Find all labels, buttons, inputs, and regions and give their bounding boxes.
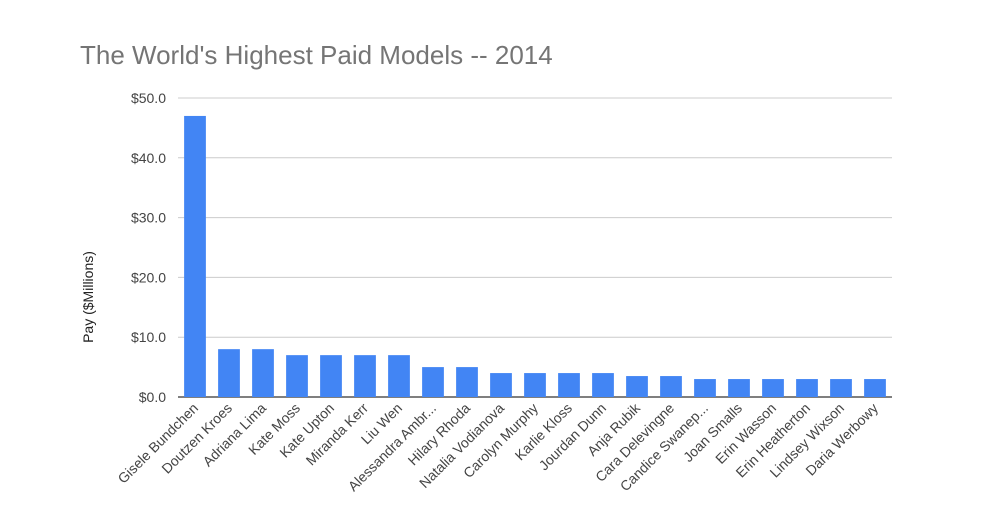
y-tick-label: $40.0 — [131, 150, 166, 166]
bar — [830, 379, 852, 397]
y-tick-label: $30.0 — [131, 210, 166, 226]
y-tick-label: $20.0 — [131, 269, 166, 285]
bar — [626, 376, 648, 397]
y-axis-ticks: $0.0 $10.0 $20.0 $30.0 $40.0 $50.0 — [131, 90, 166, 405]
chart-title: The World's Highest Paid Models -- 2014 — [80, 40, 553, 70]
y-tick-label: $10.0 — [131, 329, 166, 345]
bar — [218, 349, 240, 397]
bar — [796, 379, 818, 397]
bar — [388, 355, 410, 397]
bar — [864, 379, 886, 397]
y-axis-title: Pay ($Millions) — [80, 251, 96, 343]
bar — [354, 355, 376, 397]
gridlines — [178, 97, 892, 398]
bar — [286, 355, 308, 397]
bar — [660, 376, 682, 397]
bar — [422, 367, 444, 397]
bar — [728, 379, 750, 397]
bar — [694, 379, 716, 397]
y-tick-label: $0.0 — [139, 389, 166, 405]
bar — [320, 355, 342, 397]
bar — [184, 115, 206, 397]
bar — [762, 379, 784, 397]
bar — [592, 373, 614, 397]
bars — [184, 115, 886, 397]
y-tick-label: $50.0 — [131, 90, 166, 106]
bar — [558, 373, 580, 397]
bar — [456, 367, 478, 397]
bar — [490, 373, 512, 397]
bar — [252, 349, 274, 397]
bar — [524, 373, 546, 397]
